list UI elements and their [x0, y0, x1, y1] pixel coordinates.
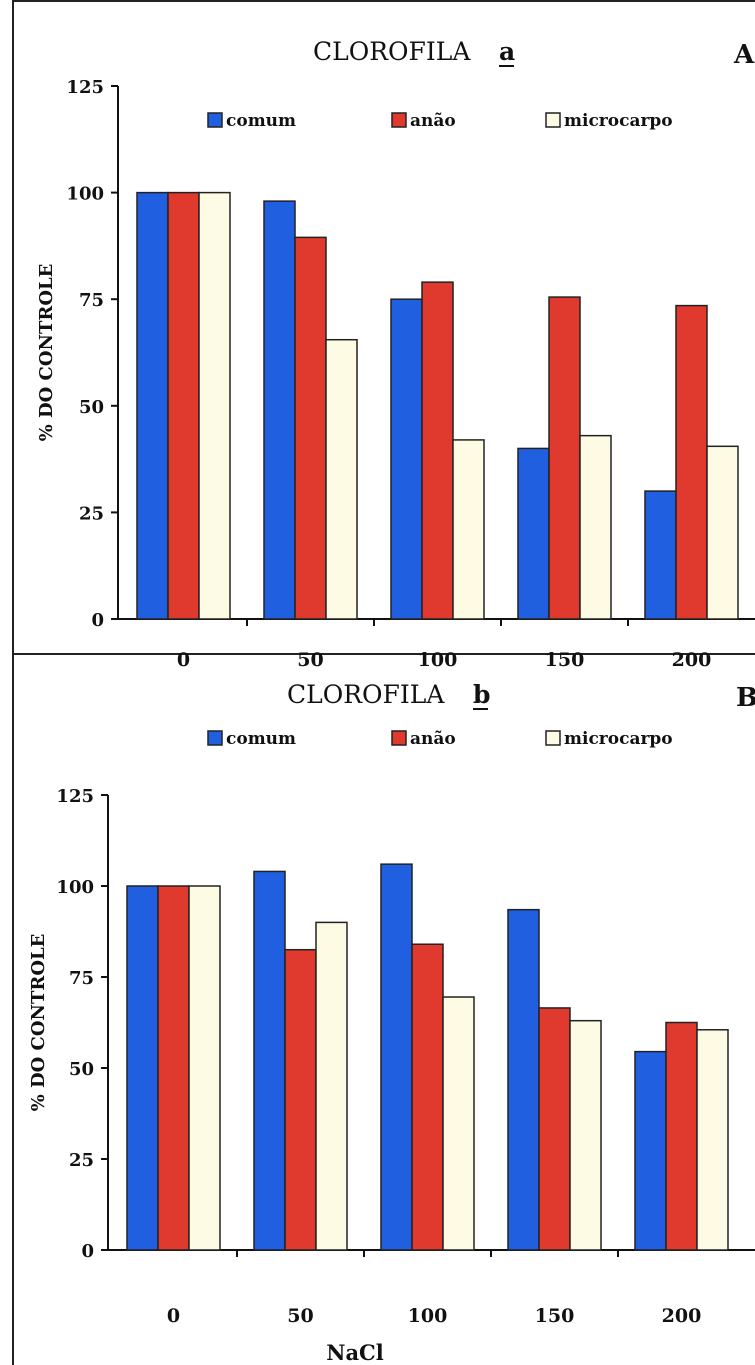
bar-ano-50: [294, 236, 327, 620]
bar-comum-50: [263, 200, 296, 620]
y-tick-label: 50: [79, 397, 104, 418]
bar-microcarpo-100: [452, 439, 485, 620]
bar-comum-0: [136, 191, 169, 620]
legend-swatch-0: [207, 112, 223, 128]
y-tick-label: 75: [79, 290, 104, 311]
bar-comum-200: [644, 490, 677, 620]
legend-label: microcarpo: [564, 729, 673, 749]
chart-title: CLOROFILA: [287, 680, 445, 709]
legend-swatch-2: [545, 112, 561, 128]
legend-label: microcarpo: [564, 111, 673, 131]
legend-swatch-1: [391, 730, 407, 746]
y-tick-label: 25: [79, 503, 104, 524]
x-tick-label: 100: [408, 1305, 448, 1327]
bar-comum-150: [517, 447, 550, 620]
bar-ano-150: [548, 296, 581, 620]
bar-ano-100: [421, 281, 454, 620]
bar-ano-150: [538, 1007, 571, 1251]
chart-title: CLOROFILA: [313, 37, 471, 66]
y-tick-label: 125: [56, 786, 94, 807]
legend-swatch-0: [207, 730, 223, 746]
y-tick-label: 75: [69, 968, 94, 989]
bar-comum-0: [126, 885, 159, 1251]
bar-microcarpo-50: [325, 338, 358, 620]
legend-label: anão: [410, 729, 456, 749]
legend-label: anão: [410, 111, 456, 131]
bar-comum-150: [507, 908, 540, 1251]
chart-title-suffix: a: [499, 37, 515, 66]
y-tick-label: 100: [56, 877, 94, 898]
panel-label: A: [733, 40, 755, 70]
panel-divider: [12, 653, 755, 655]
bar-microcarpo-150: [569, 1019, 602, 1251]
x-tick-label: 150: [545, 649, 585, 671]
bar-comum-50: [253, 870, 286, 1251]
bar-comum-100: [390, 298, 423, 620]
bar-ano-200: [675, 304, 708, 620]
bar-ano-100: [411, 943, 444, 1251]
legend-label: comum: [226, 729, 296, 749]
x-tick-label: 0: [167, 1305, 180, 1327]
bar-microcarpo-200: [706, 445, 739, 620]
x-tick-label: 200: [662, 1305, 702, 1327]
y-tick-label: 0: [81, 1241, 94, 1262]
legend-label: comum: [226, 111, 296, 131]
x-tick-label: 100: [418, 649, 458, 671]
y-axis-label: % DO CONTROLE: [36, 264, 57, 442]
bar-microcarpo-150: [579, 434, 612, 620]
bar-comum-100: [380, 863, 413, 1251]
y-tick-label: 50: [69, 1059, 94, 1080]
bar-microcarpo-0: [198, 191, 231, 620]
y-tick-label: 125: [66, 77, 104, 98]
y-tick-label: 0: [91, 610, 104, 631]
legend-swatch-2: [545, 730, 561, 746]
bar-ano-0: [167, 191, 200, 620]
legend-swatch-1: [391, 112, 407, 128]
bar-microcarpo-50: [315, 921, 348, 1251]
y-tick-label: 100: [66, 184, 104, 205]
x-tick-label: 50: [297, 649, 323, 671]
x-tick-label: 150: [535, 1305, 575, 1327]
bar-microcarpo-0: [188, 885, 221, 1251]
chart-title-suffix: b: [473, 680, 490, 709]
bar-microcarpo-100: [442, 996, 475, 1251]
bar-comum-200: [634, 1050, 667, 1251]
y-axis-label: % DO CONTROLE: [28, 934, 49, 1112]
x-axis-label: NaCl: [326, 1340, 384, 1365]
bar-microcarpo-200: [696, 1029, 729, 1251]
bar-ano-0: [157, 885, 190, 1251]
x-tick-label: 0: [177, 649, 190, 671]
y-tick-label: 25: [69, 1150, 94, 1171]
bar-ano-50: [284, 948, 317, 1251]
bar-ano-200: [665, 1021, 698, 1251]
x-tick-label: 50: [287, 1305, 313, 1327]
figure-frame: [12, 0, 755, 1365]
x-tick-label: 200: [672, 649, 712, 671]
panel-label: B: [736, 683, 755, 713]
